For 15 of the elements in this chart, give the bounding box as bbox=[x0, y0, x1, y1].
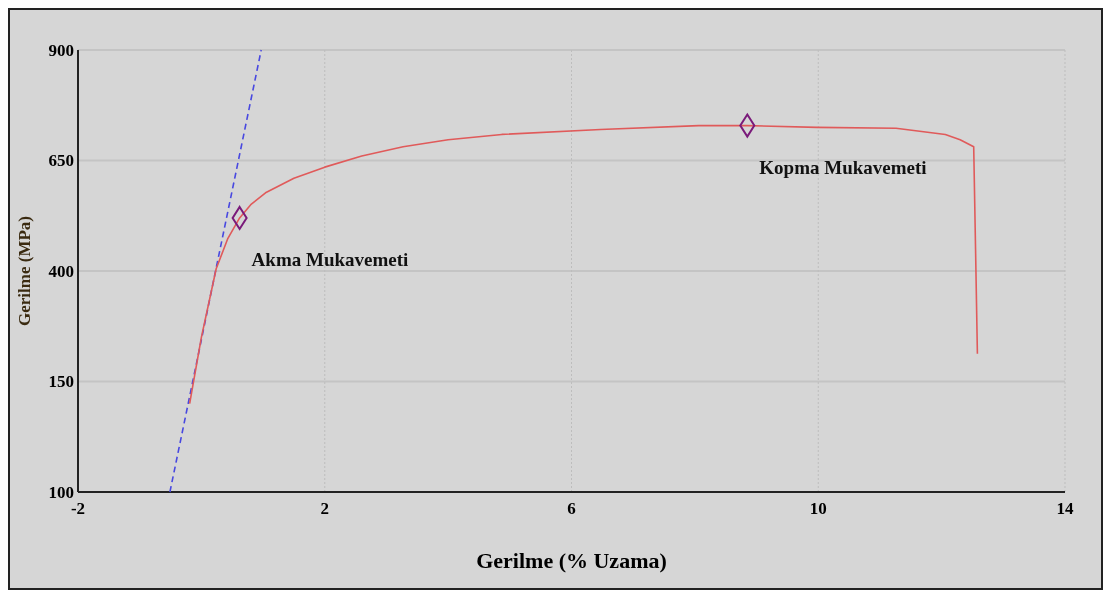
x-tick-label: 10 bbox=[809, 499, 827, 518]
y-tick-label: 150 bbox=[48, 372, 74, 392]
x-tick-label: 14 bbox=[1056, 499, 1074, 518]
y-tick-label: 650 bbox=[48, 151, 74, 171]
y-tick-label: 400 bbox=[48, 261, 74, 281]
y-tick-label: 100 bbox=[48, 482, 74, 502]
y-axis-title: Gerilme (MPa) bbox=[15, 216, 34, 326]
x-tick-label: 2 bbox=[320, 499, 329, 518]
annotation: Akma Mukavemeti bbox=[251, 248, 409, 270]
line-series bbox=[188, 124, 979, 405]
y-tick-label: 900 bbox=[48, 40, 74, 60]
annotation: Kopma Mukavemeti bbox=[759, 156, 927, 178]
x-axis-title: Gerilme (% Uzama) bbox=[476, 548, 667, 573]
x-tick-label: 6 bbox=[567, 499, 576, 518]
x-tick-label: -2 bbox=[70, 499, 86, 518]
